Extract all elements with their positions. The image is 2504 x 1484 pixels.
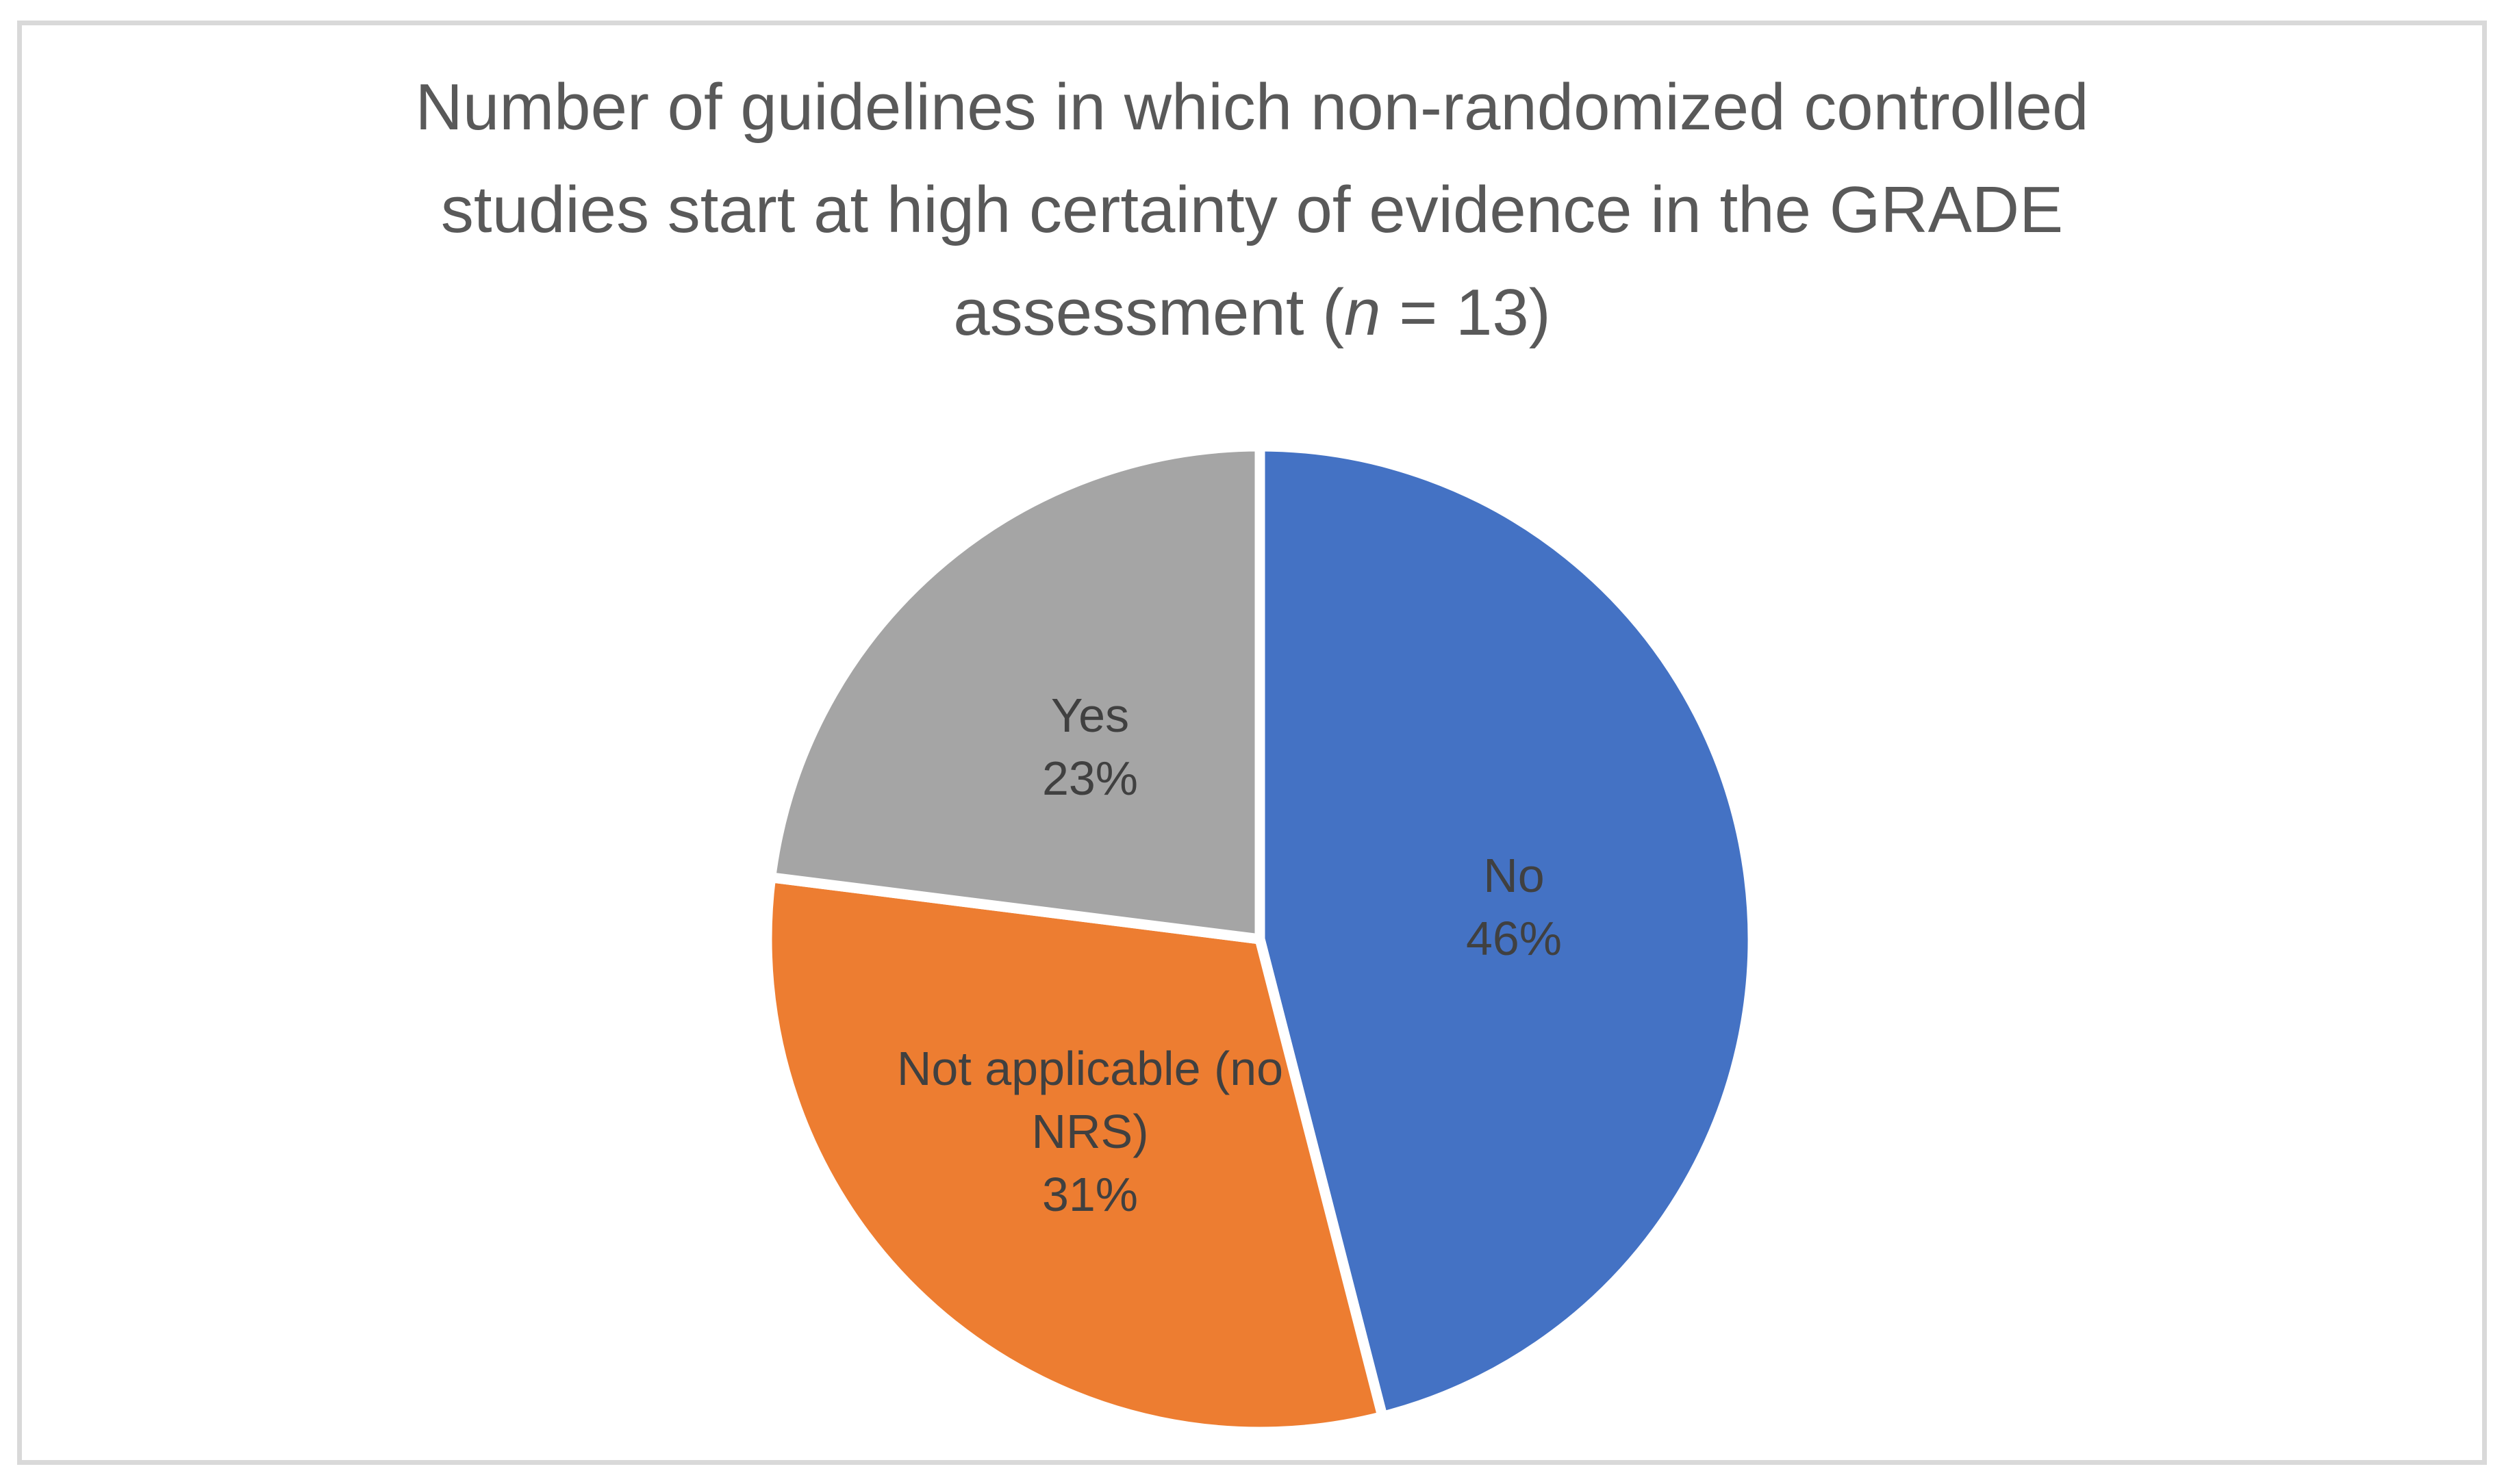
slice-label-category-line: NRS): [1031, 1105, 1149, 1158]
title-line3-n-italic: n: [1344, 276, 1381, 349]
slice-label-yes: Yes 23%: [1042, 684, 1138, 810]
pie-slice-not-applicable-no-nrs: [761, 872, 1388, 1437]
chart-title-line-2: studies start at high certainty of evide…: [440, 173, 2064, 246]
slice-label-category-line: No: [1483, 849, 1545, 902]
slice-label-percentage: 31%: [1041, 1168, 1139, 1221]
chart-title-line-1: Number of guidelines in which non-random…: [415, 71, 2089, 144]
title-line3-pre: assessment (: [953, 276, 1345, 349]
chart-title: Number of guidelines in which non-random…: [0, 56, 2504, 364]
slice-label-no: No 46%: [1466, 844, 1562, 970]
pie-slice-no: [1254, 441, 1758, 1422]
slice-label-not-applicable-no-nrs: Not applicable (no NRS) 31%: [897, 1037, 1283, 1226]
title-line3-post: = 13): [1380, 276, 1551, 349]
chart-title-line-3: assessment (n = 13): [0, 261, 2504, 364]
slice-label-category-line: Not applicable (no: [896, 1042, 1284, 1095]
slice-label-percentage: 46%: [1465, 912, 1563, 965]
slice-label-percentage: 23%: [1041, 752, 1139, 805]
slice-label-category-line: Yes: [1050, 689, 1130, 742]
pie-slice-yes: [766, 441, 1265, 945]
